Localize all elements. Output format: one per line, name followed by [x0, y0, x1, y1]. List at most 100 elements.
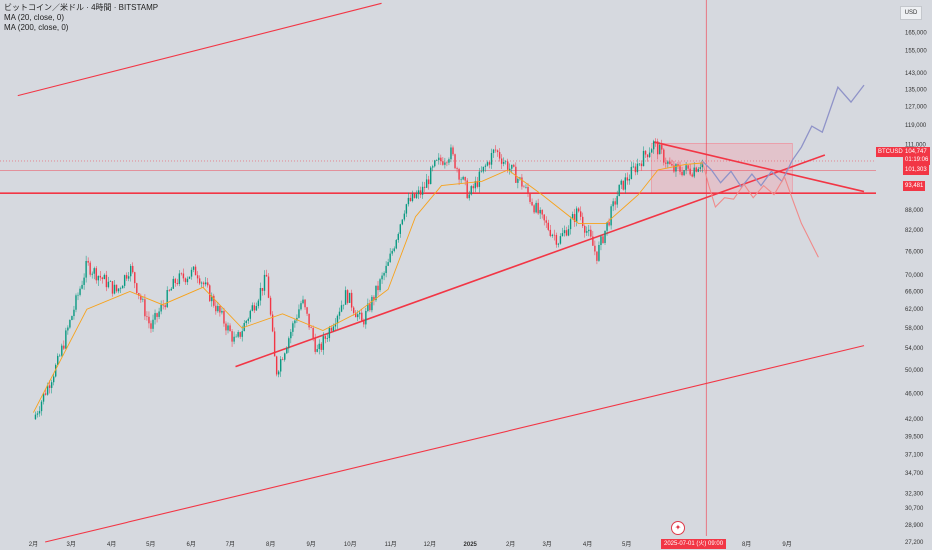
- candle-body: [685, 165, 687, 171]
- price-tick-label: 37,100: [905, 452, 924, 458]
- candle-body: [363, 320, 365, 325]
- tradingview-logo-icon[interactable]: ✦: [671, 521, 685, 535]
- candle-body: [152, 319, 154, 329]
- candle-body: [470, 186, 472, 195]
- candle-body: [217, 305, 219, 312]
- symbol-title[interactable]: ビットコイン／米ドル · 4時間 · BITSTAMP: [4, 3, 159, 12]
- candle-body: [628, 178, 631, 181]
- candle-body: [701, 160, 704, 168]
- candle-body: [352, 307, 355, 313]
- candle-body: [241, 331, 243, 337]
- candle-body: [421, 186, 424, 195]
- candle-body: [502, 162, 505, 164]
- currency-selector[interactable]: USD: [900, 6, 922, 20]
- candle-body: [267, 276, 270, 298]
- candle-body: [63, 345, 65, 349]
- candle-body: [180, 273, 183, 275]
- candle-body: [590, 229, 592, 237]
- candle-body: [69, 320, 71, 328]
- candle-body: [265, 274, 268, 277]
- candle-body: [223, 310, 225, 324]
- time-tick-label: 5月: [146, 541, 155, 548]
- candle-body: [553, 234, 556, 236]
- candle-body: [144, 299, 146, 317]
- candle-body: [373, 296, 375, 301]
- time-tick-label: 9月: [782, 541, 791, 548]
- price-tick-label: 27,200: [905, 540, 924, 546]
- candle-body: [438, 157, 440, 161]
- candle-body: [671, 164, 673, 166]
- candle-body: [164, 305, 166, 308]
- candle-body: [101, 277, 104, 280]
- ma20-indicator-label[interactable]: MA (20, close, 0): [4, 13, 65, 22]
- price-tick-label: 76,000: [905, 250, 924, 256]
- candle-body: [521, 177, 523, 187]
- candle-body: [350, 292, 353, 308]
- candle-body: [468, 194, 470, 199]
- candle-body: [677, 164, 679, 167]
- candle-body: [543, 214, 545, 221]
- level-high-tag: 101,303: [903, 165, 929, 175]
- candle-body: [391, 250, 393, 254]
- candle-body: [273, 331, 276, 357]
- candle-body: [300, 303, 302, 310]
- chart-legend: ビットコイン／米ドル · 4時間 · BITSTAMP MA (20, clos…: [4, 3, 158, 33]
- candle-body: [83, 277, 85, 285]
- candle-body: [425, 179, 428, 188]
- candle-body: [525, 187, 527, 188]
- candle-body: [423, 186, 426, 188]
- cursor-date: 2025-07-01 (火): [664, 541, 707, 547]
- candle-body: [413, 193, 416, 198]
- candle-body: [215, 305, 217, 312]
- candle-body: [146, 316, 148, 317]
- price-tick-label: 28,900: [905, 523, 924, 529]
- candle-body: [40, 401, 43, 412]
- candle-body: [367, 303, 369, 311]
- candle-body: [630, 166, 633, 179]
- candle-body: [261, 287, 264, 291]
- candle-body: [178, 273, 181, 284]
- ma200-indicator-label[interactable]: MA (200, close, 0): [4, 23, 69, 32]
- candle-body: [138, 293, 140, 296]
- candle-body: [174, 278, 177, 284]
- candle-body: [312, 328, 314, 339]
- time-tick-label: 4月: [107, 541, 116, 548]
- candle-body: [598, 244, 600, 261]
- candle-body: [557, 243, 560, 245]
- candle-body: [59, 355, 61, 357]
- candle-body: [594, 245, 596, 252]
- candle-body: [535, 202, 537, 213]
- candle-body: [683, 170, 685, 176]
- candle-body: [494, 149, 497, 151]
- candle-body: [194, 266, 197, 276]
- candle-body: [346, 290, 349, 303]
- price-tick-label: 54,000: [905, 346, 924, 352]
- candle-body: [541, 209, 543, 215]
- candle-body: [209, 285, 211, 302]
- support-trendline: [235, 154, 826, 368]
- price-tick-label: 143,000: [905, 71, 927, 77]
- candle-body: [636, 163, 639, 173]
- candle-body: [626, 177, 629, 181]
- time-tick-label: 8月: [266, 541, 275, 548]
- candle-body: [36, 413, 39, 415]
- candle-body: [446, 162, 448, 164]
- candle-body: [679, 166, 681, 172]
- price-tick-label: 34,700: [905, 471, 924, 477]
- candle-body: [454, 154, 456, 169]
- candle-body: [38, 411, 41, 414]
- bearish-projection-path: [701, 160, 819, 258]
- candle-body: [547, 222, 549, 230]
- candle-body: [371, 296, 373, 311]
- candle-body: [488, 162, 491, 165]
- candle-body: [326, 338, 329, 339]
- bar-countdown: 01:19:06: [905, 157, 929, 163]
- candle-body: [105, 274, 108, 288]
- candle-body: [61, 345, 63, 356]
- candle-body: [563, 230, 566, 234]
- price-tick-label: 82,000: [905, 228, 924, 234]
- candle-body: [496, 150, 499, 153]
- candle-body: [130, 265, 132, 277]
